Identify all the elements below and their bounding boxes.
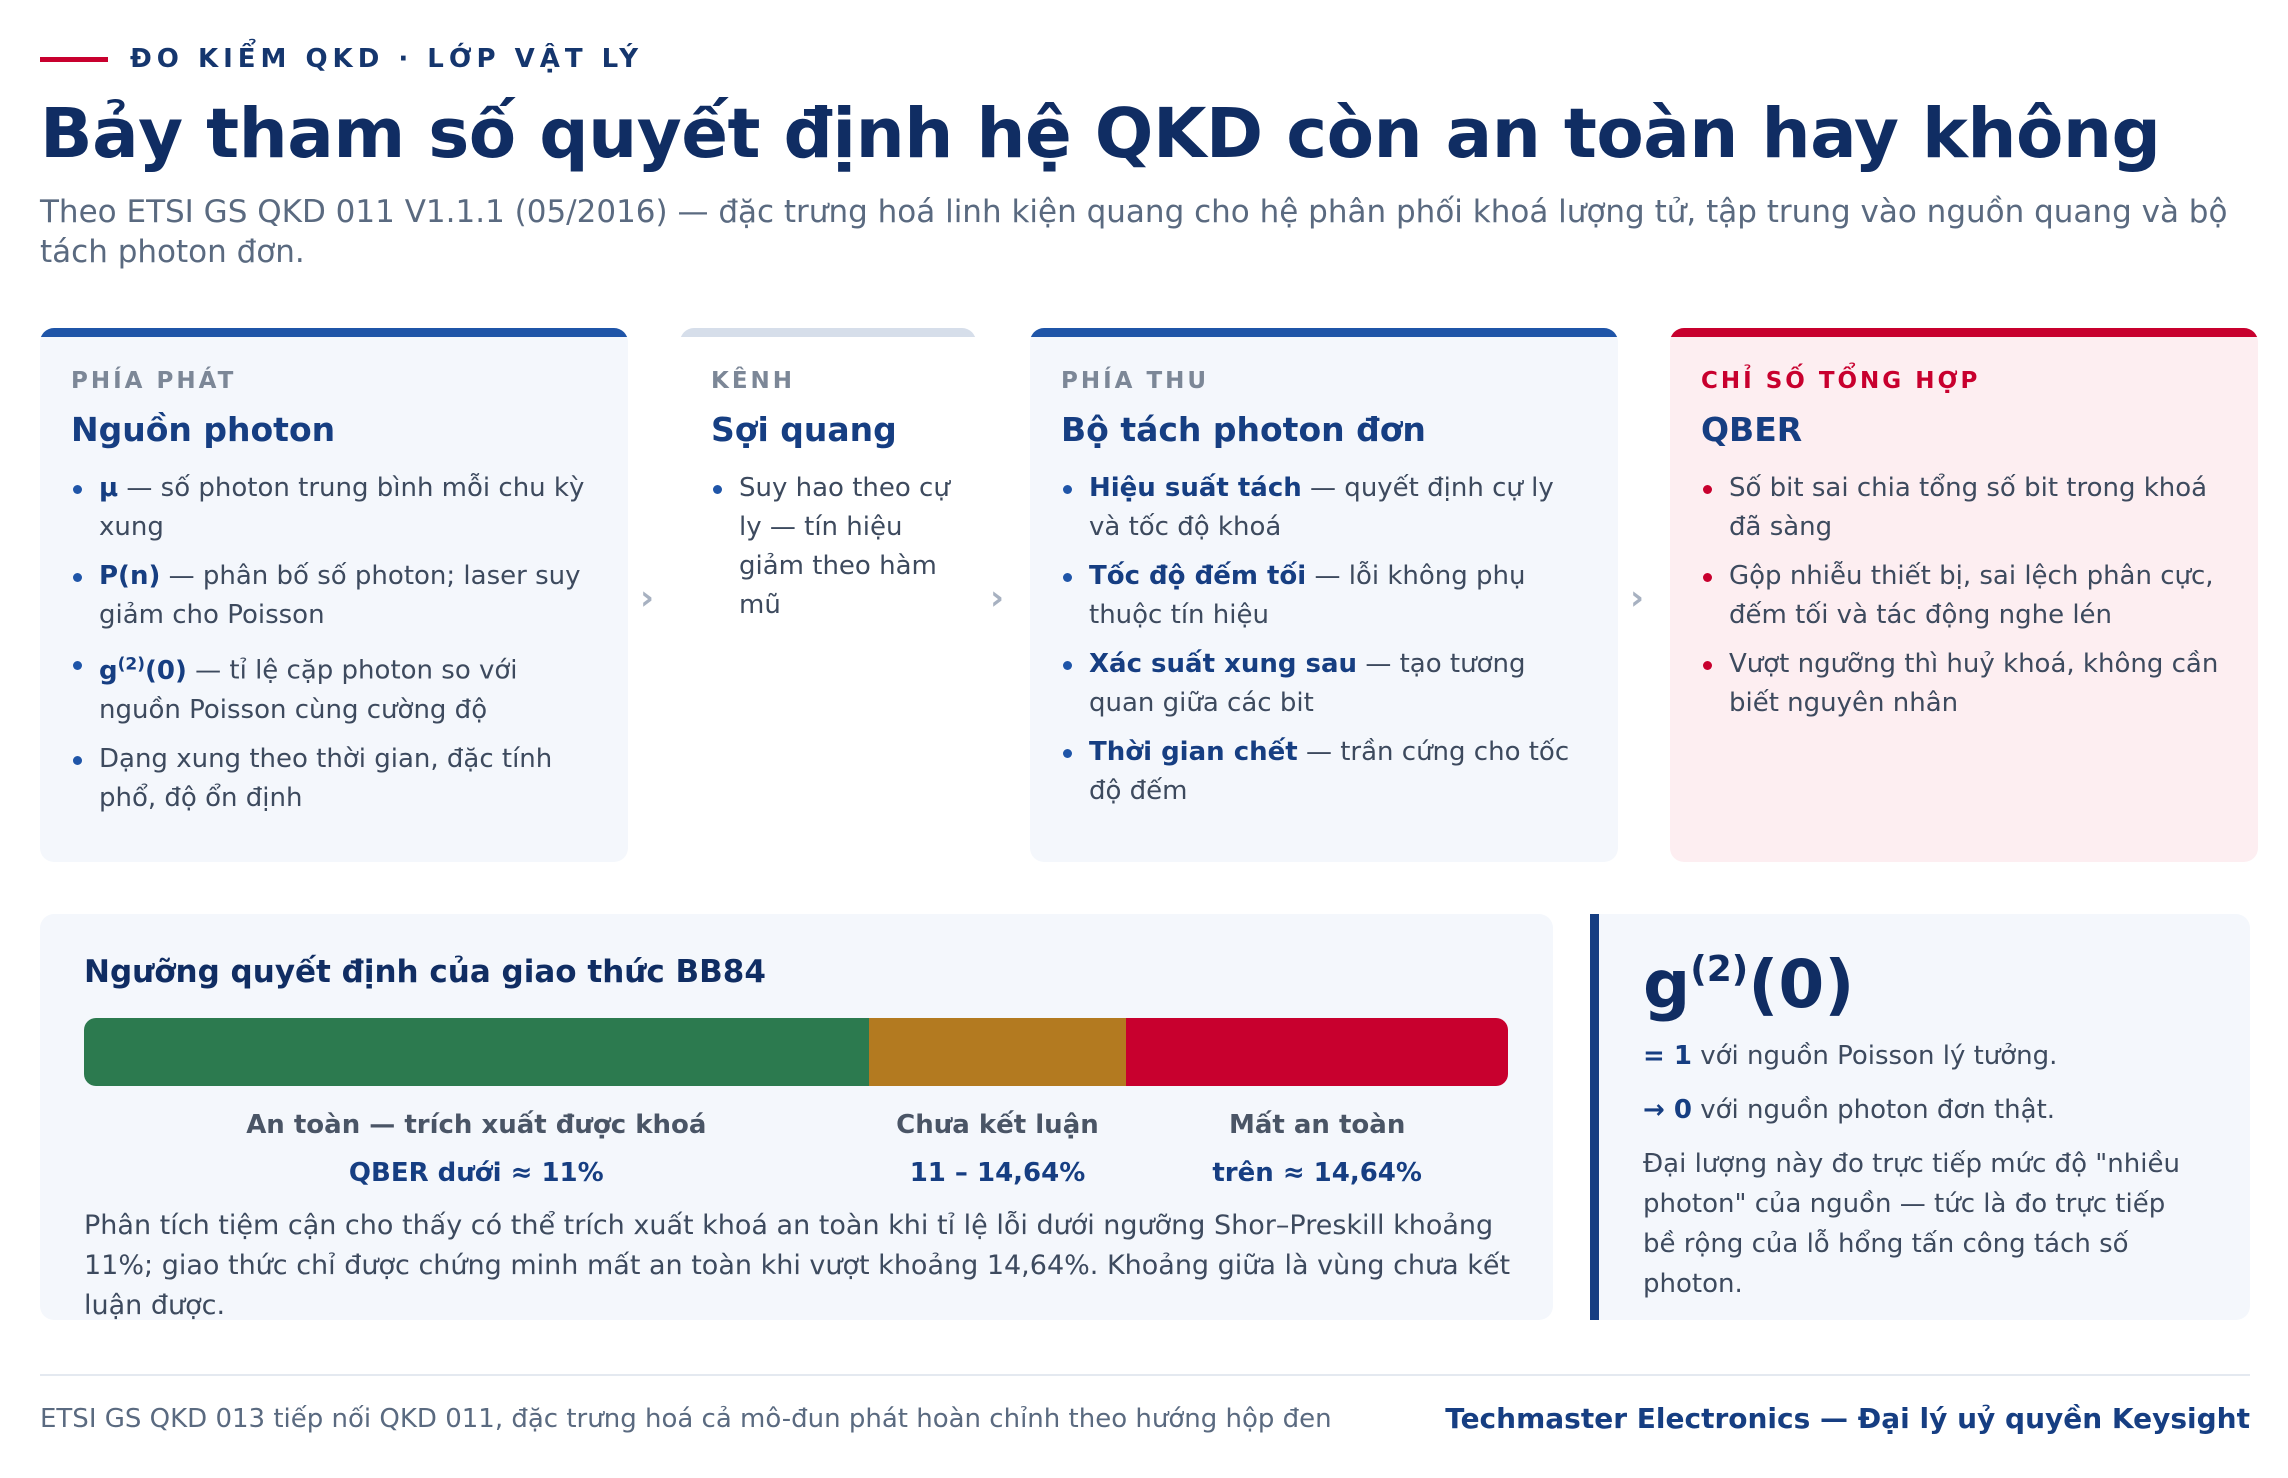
item-term: Thời gian chết <box>1089 737 1298 767</box>
g2-text: với nguồn Poisson lý tưởng. <box>1691 1041 2058 1071</box>
item-text: — phân bố số photon; laser suy giảm cho … <box>99 561 581 630</box>
segment-label-unsafe: Mất an toàn trên ≈ 14,64% <box>1126 1110 1508 1188</box>
item-text: — lỗi không phụ thuộc tín hiệu <box>1089 561 1526 630</box>
card-qber: CHỈ SỐ TỔNG HỢP QBER Số bit sai chia tổn… <box>1670 328 2258 862</box>
segment-label-safe: An toàn — trích xuất được khoá QBER dưới… <box>84 1110 869 1188</box>
item-text: Suy hao theo cự ly — tín hiệu giảm theo … <box>739 473 950 620</box>
list-item: g(2)(0) — tỉ lệ cặp photon so với nguồn … <box>71 645 600 730</box>
item-text: — số photon trung bình mỗi chu kỳ xung <box>99 473 585 542</box>
list-item: Vượt ngưỡng thì huỷ khoá, không cần biết… <box>1701 645 2230 723</box>
footer-divider <box>40 1374 2250 1376</box>
footer-note: ETSI GS QKD 013 tiếp nối QKD 011, đặc tr… <box>40 1404 1332 1434</box>
card-fiber-channel: KÊNH Sợi quang Suy hao theo cự ly — tín … <box>680 328 976 862</box>
g2-base: g <box>1643 946 1691 1023</box>
card-single-photon-detector: PHÍA THU Bộ tách photon đơn Hiệu suất tá… <box>1030 328 1618 862</box>
segment-range: 11 – 14,64% <box>909 1158 1086 1188</box>
card-list: Hiệu suất tách — quyết định cự ly và tốc… <box>1061 469 1590 811</box>
term-tail: (0) <box>145 655 187 686</box>
segment-label-inconclusive: Chưa kết luận 11 – 14,64% <box>869 1110 1127 1188</box>
item-text: — tỉ lệ cặp photon so với nguồn Poisson … <box>99 655 518 725</box>
list-item: Hiệu suất tách — quyết định cự ly và tốc… <box>1061 469 1590 547</box>
list-item: P(n) — phân bố số photon; laser suy giảm… <box>71 557 600 635</box>
item-text: Số bit sai chia tổng số bit trong khoá đ… <box>1729 473 2208 542</box>
item-text: — tạo tương quan giữa các bit <box>1089 649 1526 718</box>
g2-value: → 0 <box>1643 1095 1692 1125</box>
list-item: Suy hao theo cự ly — tín hiệu giảm theo … <box>711 469 962 625</box>
chevron-right-icon: › <box>990 578 1005 618</box>
card-accent-bar <box>680 328 976 337</box>
eyebrow-label: ĐO KIỂM QKD · LỚP VẬT LÝ <box>130 44 644 74</box>
card-list: Suy hao theo cự ly — tín hiệu giảm theo … <box>711 469 962 625</box>
segment-range: QBER dưới ≈ 11% <box>348 1158 604 1188</box>
item-term: Xác suất xung sau <box>1089 649 1358 679</box>
card-title: Bộ tách photon đơn <box>1061 410 1426 449</box>
card-title: Nguồn photon <box>71 410 336 449</box>
list-item: Tốc độ đếm tối — lỗi không phụ thuộc tín… <box>1061 557 1590 635</box>
item-text: Vượt ngưỡng thì huỷ khoá, không cần biết… <box>1729 649 2219 718</box>
g2-poisson-line: = 1 với nguồn Poisson lý tưởng. <box>1643 1036 2203 1076</box>
threshold-title: Ngưỡng quyết định của giao thức BB84 <box>84 954 766 990</box>
g2-title: g(2)(0) <box>1643 946 1854 1023</box>
card-kicker: PHÍA PHÁT <box>71 368 237 394</box>
item-term: P(n) <box>99 561 161 591</box>
g2-note: Đại lượng này đo trực tiếp mức độ "nhiều… <box>1643 1149 2180 1299</box>
eyebrow: ĐO KIỂM QKD · LỚP VẬT LÝ <box>40 44 643 74</box>
card-kicker: KÊNH <box>711 368 796 394</box>
threshold-segment-unsafe <box>1126 1018 1508 1086</box>
card-kicker: CHỈ SỐ TỔNG HỢP <box>1701 368 1981 394</box>
g2-value: = 1 <box>1643 1041 1692 1071</box>
threshold-bar <box>84 1018 1508 1086</box>
card-title: Sợi quang <box>711 410 897 449</box>
card-title: QBER <box>1701 410 1803 449</box>
item-term: Hiệu suất tách <box>1089 473 1302 503</box>
list-item: Số bit sai chia tổng số bit trong khoá đ… <box>1701 469 2230 547</box>
page-title: Bảy tham số quyết định hệ QKD còn an toà… <box>40 94 2161 174</box>
g2-sup: (2) <box>1690 949 1749 990</box>
g2-text: với nguồn photon đơn thật. <box>1691 1095 2056 1125</box>
threshold-segment-safe <box>84 1018 869 1086</box>
segment-name: An toàn — trích xuất được khoá <box>246 1110 707 1140</box>
chevron-right-icon: › <box>1630 578 1645 618</box>
card-list: Số bit sai chia tổng số bit trong khoá đ… <box>1701 469 2230 723</box>
list-item: Xác suất xung sau — tạo tương quan giữa … <box>1061 645 1590 723</box>
card-photon-source: PHÍA PHÁT Nguồn photon μ — số photon tru… <box>40 328 628 862</box>
g2-single-photon-line: → 0 với nguồn photon đơn thật. <box>1643 1090 2203 1130</box>
threshold-description: Phân tích tiệm cận cho thấy có thể trích… <box>84 1210 1511 1321</box>
segment-range: trên ≈ 14,64% <box>1212 1158 1422 1188</box>
item-text: Dạng xung theo thời gian, đặc tính phổ, … <box>99 743 553 813</box>
page-subtitle: Theo ETSI GS QKD 011 V1.1.1 (05/2016) — … <box>40 194 2228 270</box>
item-term: g(2)(0) <box>99 654 187 686</box>
card-accent-bar <box>40 328 628 337</box>
eyebrow-accent-line <box>40 56 108 62</box>
list-item: Dạng xung theo thời gian, đặc tính phổ, … <box>71 740 600 818</box>
segment-name: Mất an toàn <box>1228 1110 1406 1140</box>
list-item: Gộp nhiễu thiết bị, sai lệch phân cực, đ… <box>1701 557 2230 635</box>
list-item: μ — số photon trung bình mỗi chu kỳ xung <box>71 469 600 547</box>
item-text: — trần cứng cho tốc độ đếm <box>1089 737 1570 806</box>
card-accent-bar <box>1670 328 2258 337</box>
item-text: — quyết định cự ly và tốc độ khoá <box>1089 473 1554 542</box>
term-base: g <box>99 655 118 686</box>
threshold-segment-inconclusive <box>868 1018 1127 1086</box>
list-item: Thời gian chết — trần cứng cho tốc độ đế… <box>1061 733 1590 811</box>
footer-brand: Techmaster Electronics — Đại lý uỷ quyền… <box>1445 1402 2250 1435</box>
segment-name: Chưa kết luận <box>896 1110 1099 1140</box>
item-term: μ <box>99 473 119 503</box>
g2-tail: (0) <box>1748 946 1855 1023</box>
card-kicker: PHÍA THU <box>1061 368 1210 394</box>
item-term: Tốc độ đếm tối <box>1089 561 1307 591</box>
g2-explainer-panel: g(2)(0) = 1 với nguồn Poisson lý tưởng. … <box>1590 914 2250 1320</box>
bb84-threshold-panel: Ngưỡng quyết định của giao thức BB84 An … <box>40 914 1553 1321</box>
item-text: Gộp nhiễu thiết bị, sai lệch phân cực, đ… <box>1729 561 2214 630</box>
term-sup: (2) <box>117 654 145 674</box>
chevron-right-icon: › <box>640 578 655 618</box>
card-list: μ — số photon trung bình mỗi chu kỳ xung… <box>71 469 600 818</box>
card-accent-bar <box>1030 328 1618 337</box>
